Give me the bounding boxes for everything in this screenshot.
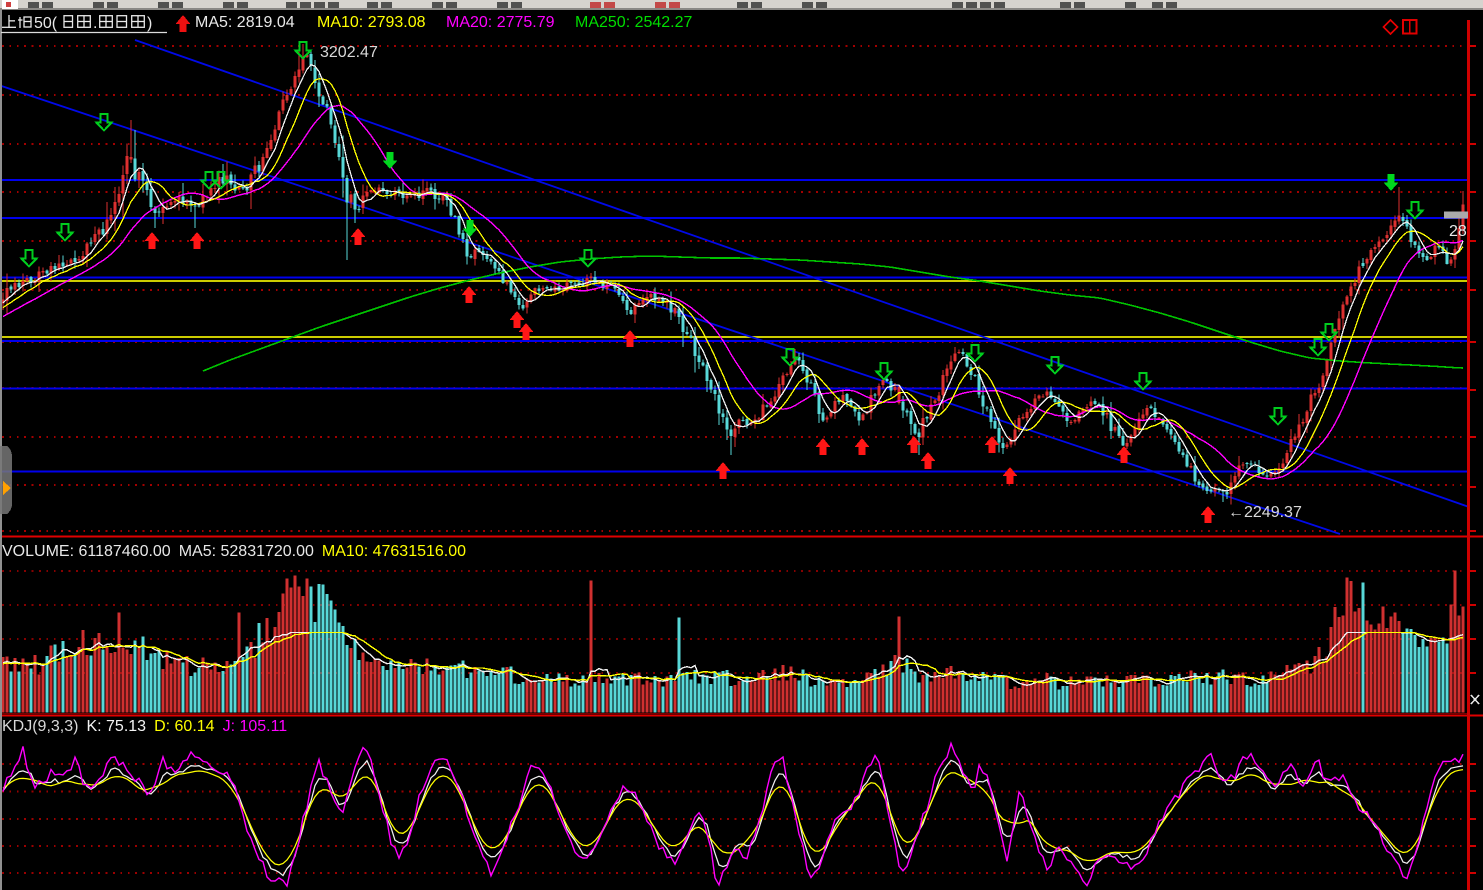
svg-text:.: .	[93, 15, 97, 32]
svg-text:): )	[147, 15, 152, 32]
svg-text:50(: 50(	[34, 15, 58, 32]
